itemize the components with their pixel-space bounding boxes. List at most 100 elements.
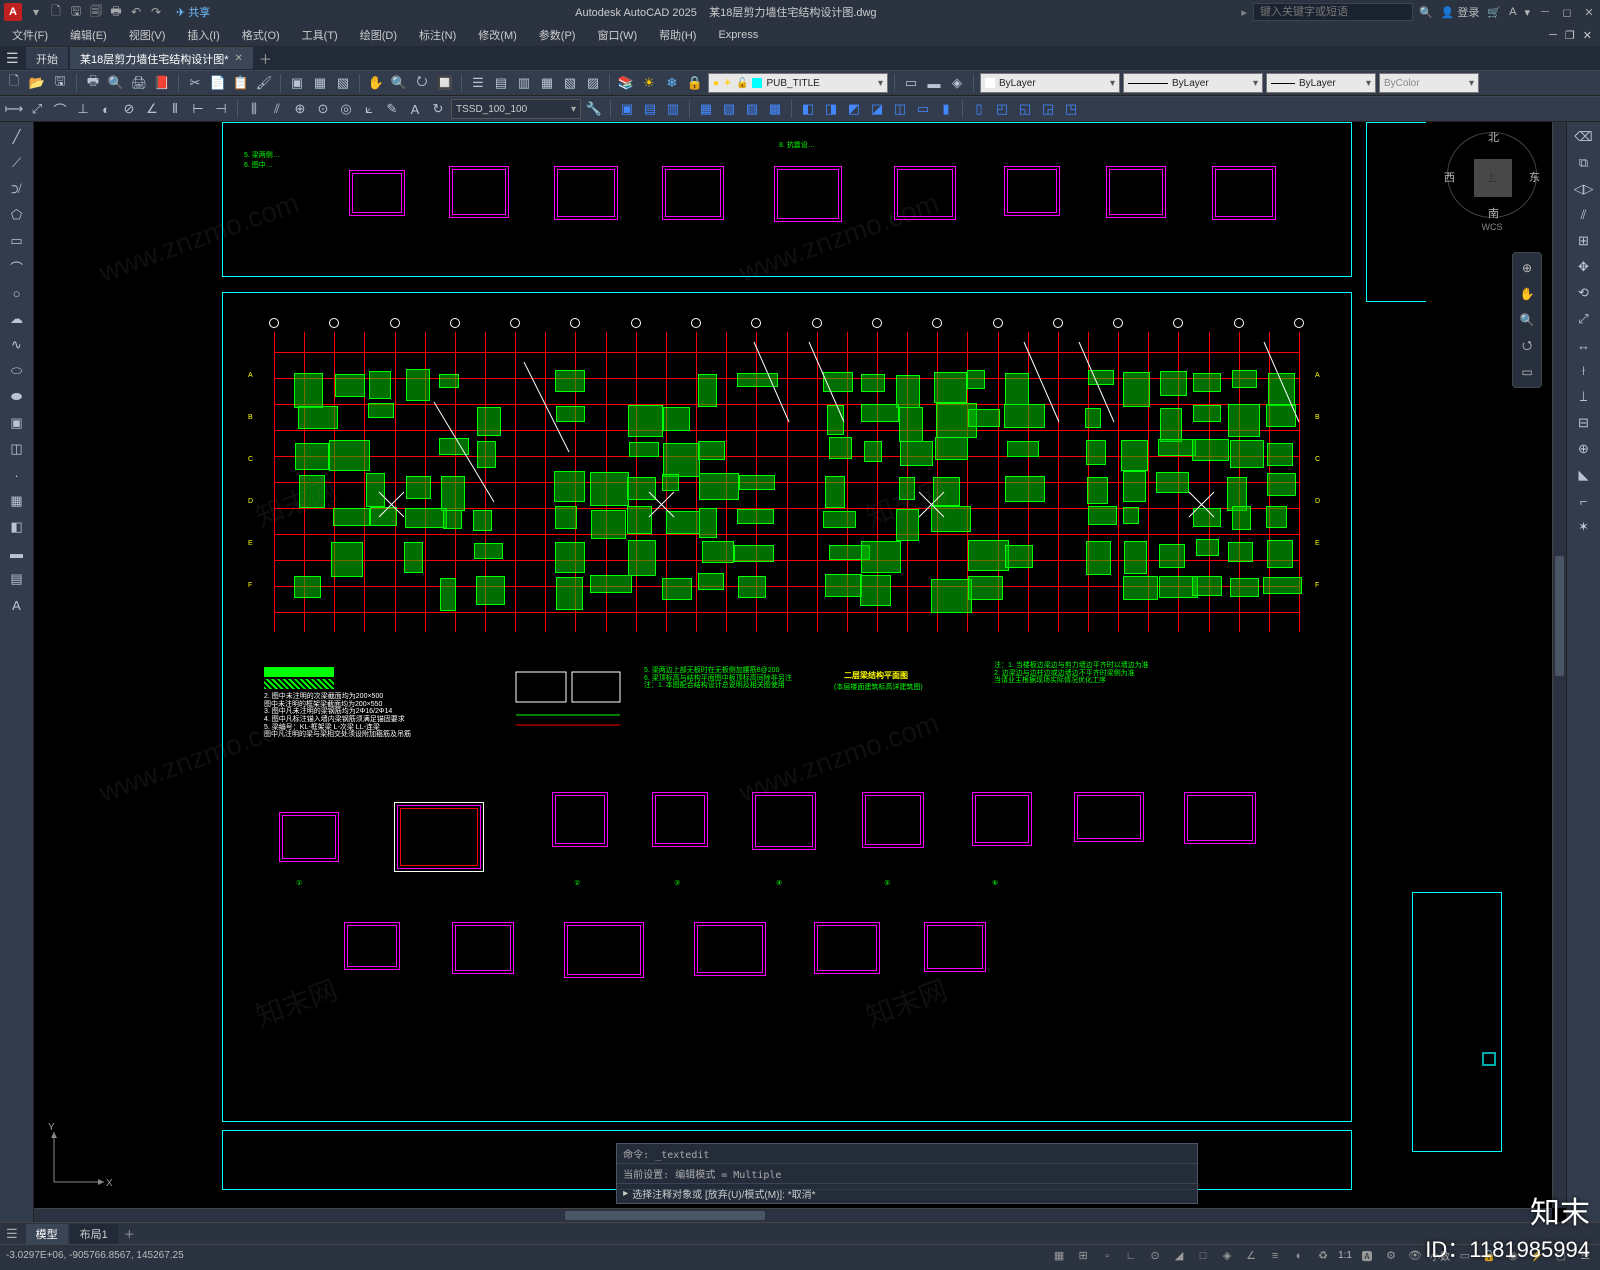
et15-icon[interactable]: ▯ — [969, 99, 989, 119]
menu-insert[interactable]: 插入(I) — [183, 25, 223, 45]
dimstyle-combo[interactable]: TSSD_100_100 ▾ — [451, 99, 581, 119]
menu-view[interactable]: 视图(V) — [125, 25, 170, 45]
publish-icon[interactable]: 🖨 — [129, 73, 149, 93]
mirror-icon[interactable]: ◁▷ — [1573, 178, 1595, 200]
copy-icon[interactable]: 📄 — [208, 73, 228, 93]
menu-express[interactable]: Express — [714, 27, 762, 43]
array-icon[interactable]: ⊞ — [1573, 230, 1595, 252]
ortho-icon[interactable]: ∟ — [1122, 1248, 1140, 1264]
et18-icon[interactable]: ◲ — [1038, 99, 1058, 119]
et4-icon[interactable]: ▦ — [696, 99, 716, 119]
break-icon[interactable]: ⊟ — [1573, 412, 1595, 434]
lw-icon[interactable]: ≡ — [1266, 1248, 1284, 1264]
close-icon[interactable]: ✕ — [1582, 5, 1596, 19]
anno-monitor-icon[interactable]: 👁 — [1406, 1248, 1424, 1264]
trim-icon[interactable]: ⟊ — [1573, 360, 1595, 382]
polar-icon[interactable]: ⊙ — [1146, 1248, 1164, 1264]
match-icon[interactable]: 🖌 — [254, 73, 274, 93]
layer-lock-icon[interactable]: 🔒 — [685, 73, 705, 93]
chamfer-icon[interactable]: ◣ — [1573, 464, 1595, 486]
orbit-icon[interactable]: ⭮ — [412, 73, 432, 93]
new-file-icon[interactable]: 🗋 — [4, 73, 24, 93]
insert-icon[interactable]: ▣ — [6, 412, 28, 434]
spline-icon[interactable]: ∿ — [6, 334, 28, 356]
chevron-right-icon[interactable]: ▸ — [1241, 6, 1247, 19]
dim-edit-icon[interactable]: ✎ — [382, 99, 402, 119]
et5-icon[interactable]: ▧ — [719, 99, 739, 119]
zoom-icon[interactable]: 🔍 — [389, 73, 409, 93]
save-file-icon[interactable]: 🖫 — [50, 73, 70, 93]
dim-break-icon[interactable]: ⫽ — [267, 99, 287, 119]
tab-close-icon[interactable]: ✕ — [235, 53, 243, 64]
block3-icon[interactable]: ▧ — [333, 73, 353, 93]
et17-icon[interactable]: ◱ — [1015, 99, 1035, 119]
scrollbar-vertical[interactable] — [1552, 122, 1566, 1208]
menu-burger-icon[interactable]: ☰ — [6, 50, 26, 67]
workspace-icon[interactable]: ⚙ — [1382, 1248, 1400, 1264]
inspect-icon[interactable]: ◎ — [336, 99, 356, 119]
zoom-win-icon[interactable]: 🔲 — [435, 73, 455, 93]
new-icon[interactable]: ▾ — [28, 4, 44, 20]
point-icon[interactable]: · — [6, 464, 28, 486]
nav-orbit-icon[interactable]: ⭯ — [1516, 335, 1538, 357]
nav-showmotion-icon[interactable]: ▭ — [1516, 361, 1538, 383]
et12-icon[interactable]: ◫ — [890, 99, 910, 119]
menu-dim[interactable]: 标注(N) — [415, 25, 460, 45]
lineweight-combo[interactable]: ByLayer ▾ — [1266, 73, 1376, 93]
et10-icon[interactable]: ◩ — [844, 99, 864, 119]
revcloud-icon[interactable]: ☁ — [6, 308, 28, 330]
tab-add-icon[interactable]: ＋ — [259, 49, 272, 68]
anno-icon[interactable]: 🅰 — [1358, 1248, 1376, 1264]
et3-icon[interactable]: ▥ — [663, 99, 683, 119]
markup-icon[interactable]: ▧ — [560, 73, 580, 93]
plot-icon[interactable]: 🖶 — [108, 4, 124, 20]
pan-icon[interactable]: ✋ — [366, 73, 386, 93]
prop-layer-combo[interactable]: ByLayer ▾ — [980, 73, 1120, 93]
dim-space-icon[interactable]: ⫼ — [244, 99, 264, 119]
doc-minimize-icon[interactable]: ─ — [1549, 29, 1557, 42]
et7-icon[interactable]: ▩ — [765, 99, 785, 119]
menu-tools[interactable]: 工具(T) — [298, 25, 342, 45]
et14-icon[interactable]: ▮ — [936, 99, 956, 119]
extend-icon[interactable]: ⟘ — [1573, 386, 1595, 408]
redo-icon[interactable]: ↷ — [148, 4, 164, 20]
cycling-icon[interactable]: ♻ — [1314, 1248, 1332, 1264]
dropdown-icon[interactable]: ▾ — [1110, 78, 1115, 89]
jog-icon[interactable]: ⟀ — [359, 99, 379, 119]
dc-icon[interactable]: ▤ — [491, 73, 511, 93]
linetype-combo[interactable]: ByLayer ▾ — [1123, 73, 1263, 93]
dim-quick-icon[interactable]: ⫴ — [165, 99, 185, 119]
scroll-thumb-v[interactable] — [1555, 556, 1564, 676]
layer-state-icon[interactable]: ☀ — [639, 73, 659, 93]
maximize-icon[interactable]: ◻ — [1560, 5, 1574, 19]
dim-update-icon[interactable]: ↻ — [428, 99, 448, 119]
otrack-icon[interactable]: ∠ — [1242, 1248, 1260, 1264]
plotstyle-combo[interactable]: ByColor ▾ — [1379, 73, 1479, 93]
minimize-icon[interactable]: ─ — [1538, 5, 1552, 19]
ssm-icon[interactable]: ▦ — [537, 73, 557, 93]
layon-icon[interactable]: ◈ — [947, 73, 967, 93]
share-button[interactable]: ✈ 共享 — [176, 4, 210, 20]
search-input[interactable] — [1253, 3, 1413, 21]
undo-icon[interactable]: ↶ — [128, 4, 144, 20]
menu-file[interactable]: 文件(F) — [8, 25, 52, 45]
move-icon[interactable]: ✥ — [1573, 256, 1595, 278]
et13-icon[interactable]: ▭ — [913, 99, 933, 119]
paste-icon[interactable]: 📋 — [231, 73, 251, 93]
mtext-icon[interactable]: A — [6, 594, 28, 616]
anno-scale[interactable]: 1:1 — [1338, 1250, 1352, 1261]
dropdown-icon[interactable]: ▾ — [1469, 78, 1474, 89]
scroll-thumb-h[interactable] — [565, 1211, 765, 1220]
fillet-icon[interactable]: ⌐ — [1573, 490, 1595, 512]
tab-layout1[interactable]: 布局1 — [70, 1224, 118, 1244]
dim-tedit-icon[interactable]: A — [405, 99, 425, 119]
gradient-icon[interactable]: ◧ — [6, 516, 28, 538]
snap-icon[interactable]: ▫ — [1098, 1248, 1116, 1264]
transparency-icon[interactable]: ◐ — [1290, 1248, 1308, 1264]
erase-icon[interactable]: ⌫ — [1573, 126, 1595, 148]
dim-aligned-icon[interactable]: ⤢ — [27, 99, 47, 119]
tp-icon[interactable]: ▥ — [514, 73, 534, 93]
et1-icon[interactable]: ▣ — [617, 99, 637, 119]
line-icon[interactable]: ╱ — [6, 126, 28, 148]
dim-ang-icon[interactable]: ∠ — [142, 99, 162, 119]
